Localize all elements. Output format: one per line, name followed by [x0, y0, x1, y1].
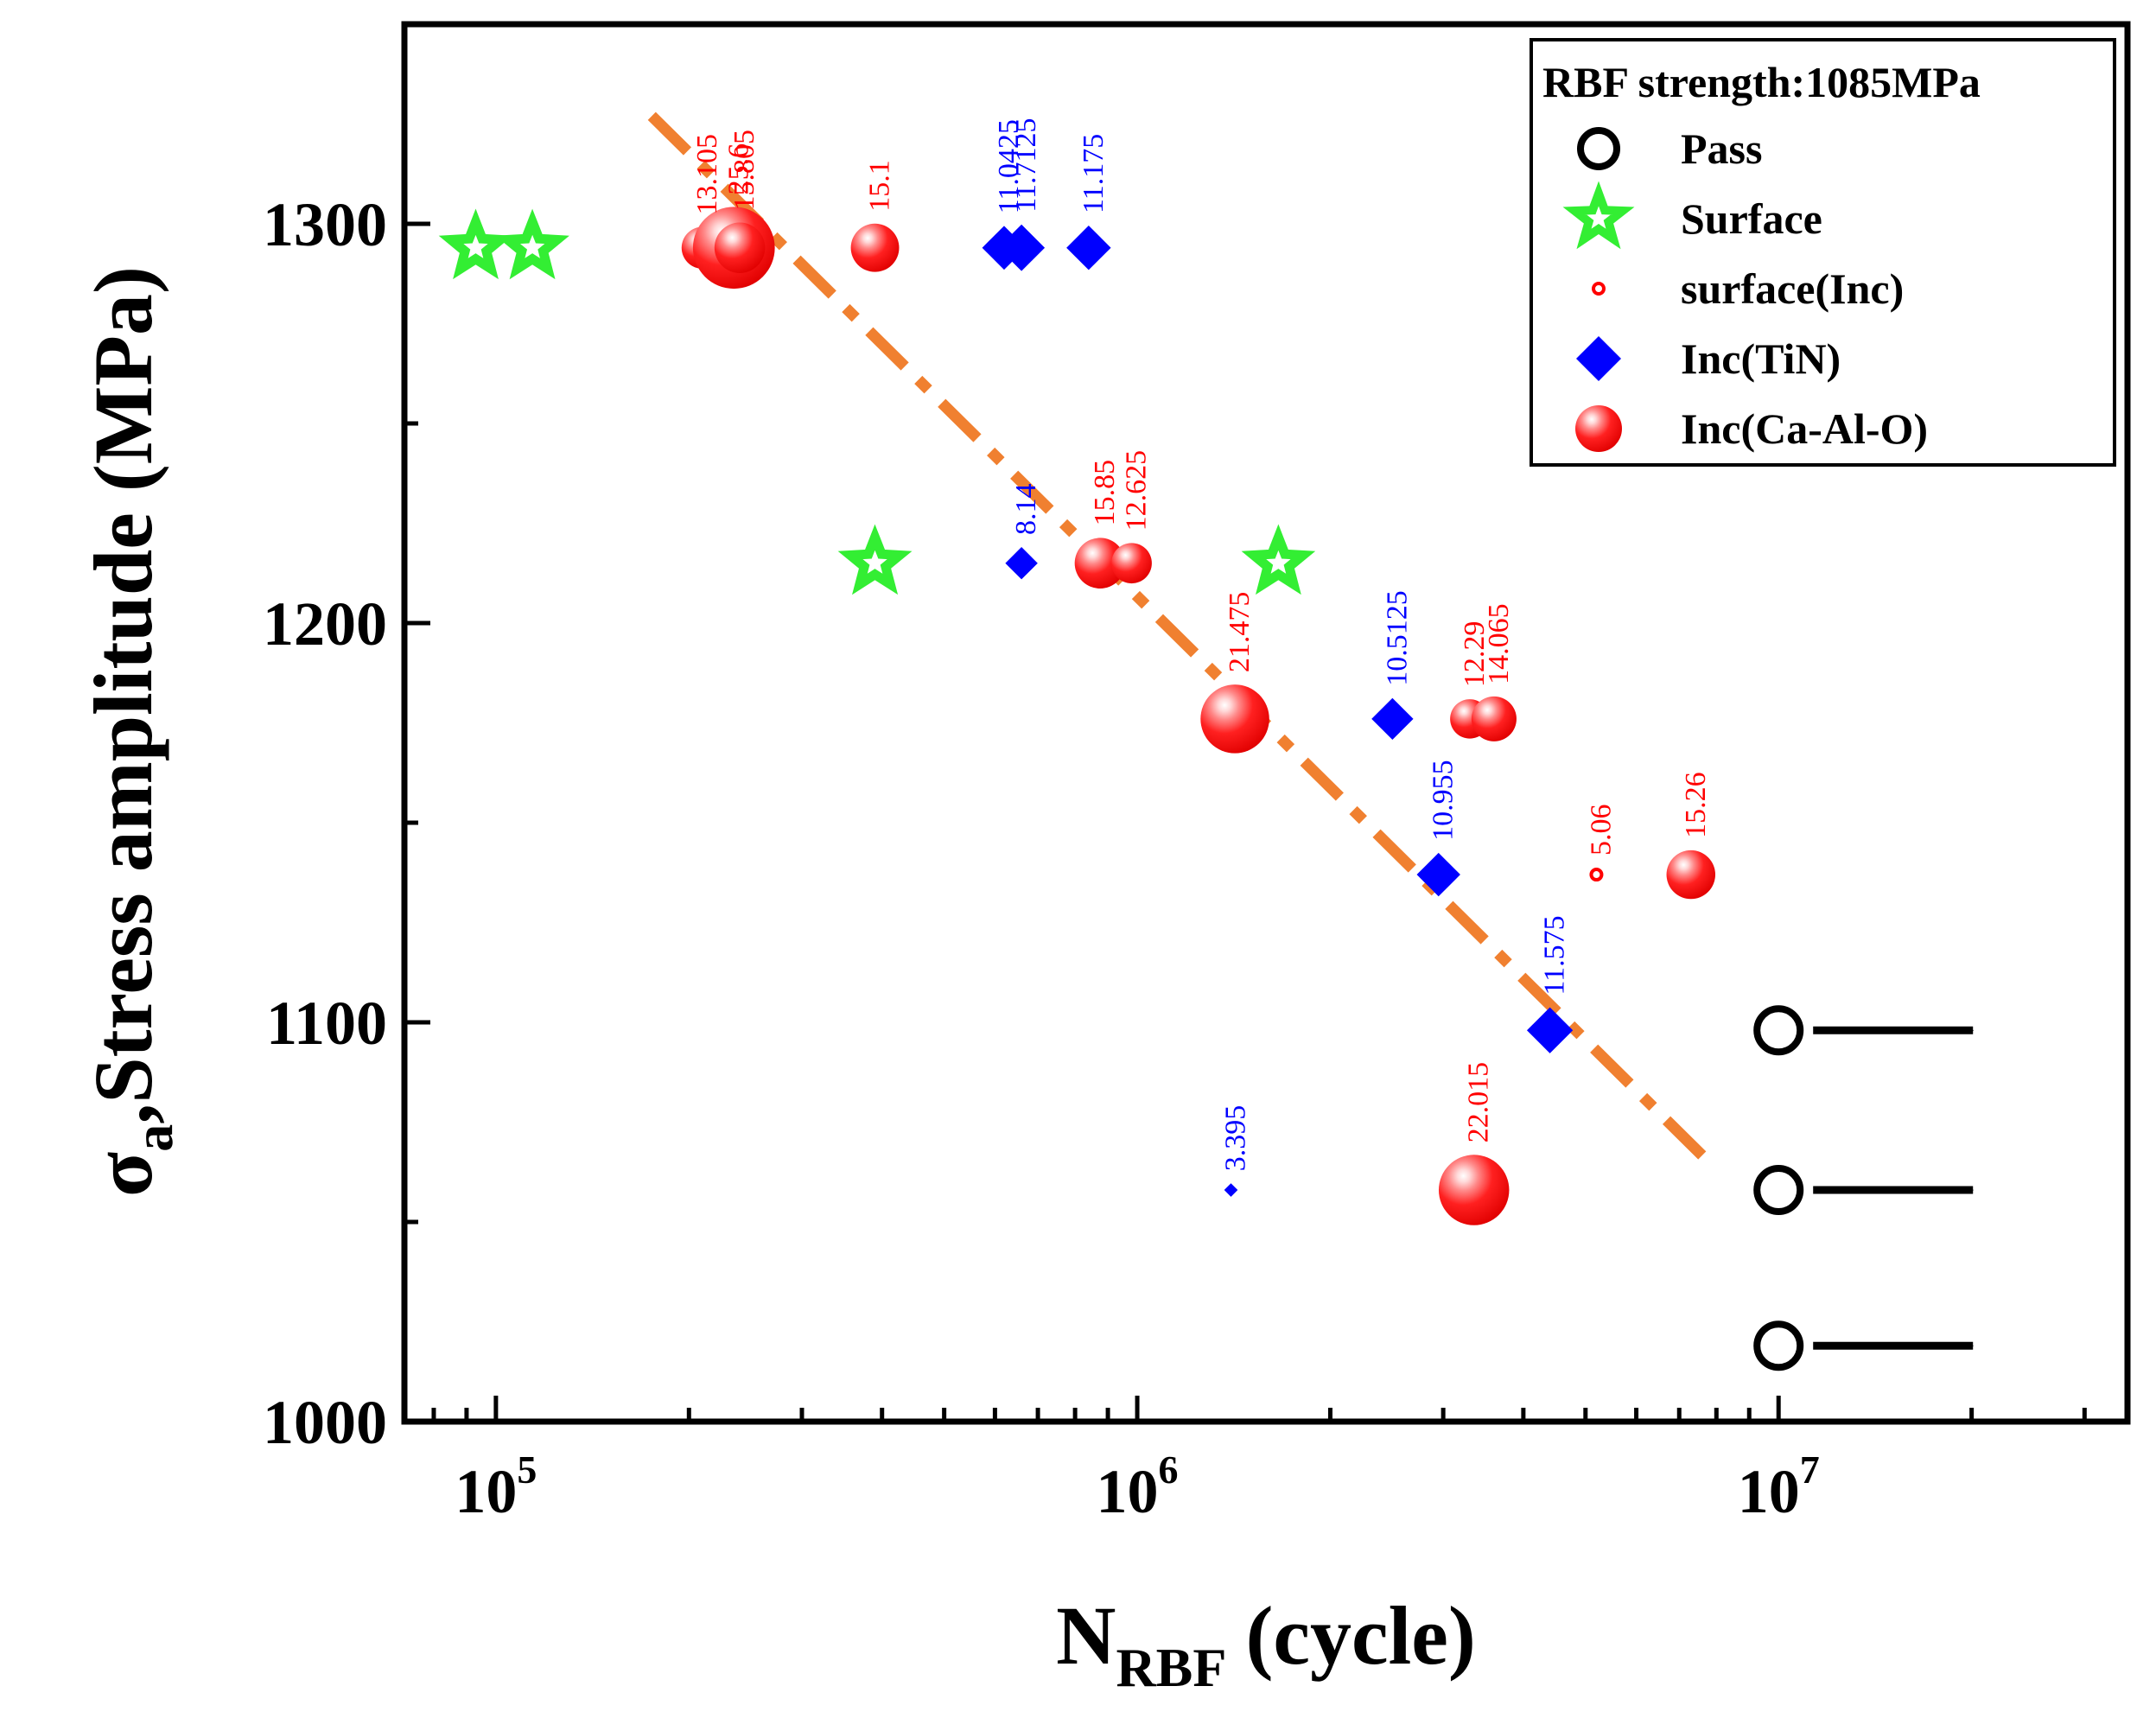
data-label: 14.065: [1483, 603, 1515, 684]
legend-label: Inc(Ca-Al-O): [1681, 404, 1928, 453]
x-axis-title: NRBF (cycle): [1056, 1589, 1476, 1698]
data-label: 3.395: [1219, 1105, 1251, 1172]
tin-marker: [1416, 852, 1460, 897]
legend-caalo-marker: [1575, 405, 1622, 452]
data-label: 15.1: [864, 160, 896, 212]
pass-marker: [1753, 1005, 1804, 1056]
x-axis-title-subscript: RBF: [1116, 1637, 1226, 1698]
caalo-marker: [1471, 696, 1517, 741]
data-label: 11.0425: [993, 119, 1025, 213]
surface-marker: [837, 524, 913, 595]
x-tick-base: 10: [455, 1457, 517, 1526]
data-label: 22.015: [1463, 1062, 1495, 1143]
legend-box: [1530, 38, 2116, 467]
caalo-marker: [1666, 849, 1716, 900]
tin-markers: [982, 224, 1574, 1197]
x-tick-label: 105: [455, 1448, 537, 1526]
caalo-marker: [1111, 543, 1152, 584]
surface-inc-marker: [1589, 868, 1604, 882]
y-axis-title-text: ,Stress amplitude (MPa): [77, 266, 169, 1124]
tin-marker: [1005, 546, 1038, 580]
data-label: 11.175: [1078, 134, 1110, 213]
data-label: 11.575: [1539, 915, 1571, 995]
x-tick-label: 106: [1097, 1448, 1179, 1526]
x-tick-exponent: 6: [1159, 1448, 1179, 1492]
tin-marker: [998, 224, 1046, 271]
y-axis-title: σa,Stress amplitude (MPa): [77, 266, 184, 1197]
legend-entry-inc-ca-al-o: Inc(Ca-Al-O): [1575, 404, 1928, 453]
legend-surface-marker: [1562, 181, 1635, 250]
y-axis-title-subscript: a: [123, 1124, 184, 1152]
x-tick-exponent: 5: [517, 1448, 537, 1492]
tin-marker: [1066, 226, 1111, 270]
data-label: 25.6: [722, 143, 754, 195]
surface-markers: [438, 208, 1316, 595]
legend-label: Inc(TiN): [1681, 334, 1841, 383]
data-label: 15.26: [1680, 772, 1712, 837]
fit-line: [647, 111, 1717, 1170]
legend-entries: Pass Surface surface(Inc) Inc(TiN) Inc(Ca-Al…: [1562, 124, 1928, 453]
data-label: 8.14: [1010, 483, 1042, 535]
legend-surface-inc-marker: [1592, 282, 1606, 296]
data-label: 15.85: [1089, 460, 1121, 526]
legend-label: Pass: [1681, 124, 1762, 173]
legend-entry-pass: Pass: [1577, 124, 1762, 173]
legend-entry-inc-tin: Inc(TiN): [1576, 334, 1841, 383]
legend-label: surface(Inc): [1681, 264, 1904, 313]
y-axis: 1000 1100 1200 1300: [263, 190, 430, 1457]
data-label: 15.805: [728, 130, 760, 211]
tin-marker: [1526, 1007, 1574, 1053]
y-tick-label: 1300: [263, 190, 387, 259]
fit-line-layer: [647, 111, 1717, 1170]
surface-inc-markers: [1589, 868, 1604, 882]
data-label: 5.06: [1585, 805, 1617, 856]
tin-marker: [1371, 697, 1414, 741]
y-tick-label: 1200: [263, 589, 387, 659]
data-label: 21.475: [1224, 592, 1256, 673]
data-label: 12.29: [1459, 621, 1491, 688]
data-label: 10.5125: [1381, 590, 1413, 686]
pass-marker: [1753, 1165, 1804, 1216]
caalo-marker: [850, 223, 900, 272]
legend-pass-marker: [1577, 127, 1620, 170]
y-tick-label: 1100: [266, 989, 387, 1058]
caalo-marker: [1200, 684, 1269, 754]
data-label: 13.105: [691, 134, 723, 215]
legend: RBF strength:1085MPa Pass Surface surface(…: [1530, 38, 2116, 467]
caalo-marker: [714, 222, 766, 273]
tin-marker: [1224, 1183, 1238, 1197]
legend-tin-marker: [1576, 336, 1621, 381]
data-label: 12.625: [1121, 450, 1153, 531]
pass-marker: [1753, 1320, 1804, 1371]
x-tick-exponent: 7: [1800, 1448, 1820, 1492]
x-axis-title-symbol: N: [1056, 1589, 1116, 1682]
surface-marker: [438, 208, 513, 280]
legend-entry-surface-inc: surface(Inc): [1592, 264, 1904, 313]
legend-entry-surface: Surface: [1562, 181, 1822, 250]
caalo-marker: [1438, 1155, 1510, 1225]
x-axis-title-unit: (cycle): [1245, 1589, 1475, 1682]
x-tick-base: 10: [1097, 1457, 1159, 1526]
x-tick-label: 107: [1738, 1448, 1820, 1526]
x-axis: 105 106 107: [431, 1396, 2087, 1526]
plot-frame: [401, 21, 2131, 1425]
surface-marker: [1241, 524, 1316, 595]
caalo-marker: [1074, 538, 1126, 589]
data-label: 11.7125: [1010, 118, 1042, 213]
pass-markers: [1753, 1005, 1975, 1371]
caalo-markers: [681, 207, 1716, 1225]
legend-label: Surface: [1681, 194, 1822, 243]
surface-marker: [495, 208, 569, 280]
data-label: 10.955: [1428, 760, 1460, 841]
y-tick-label: 1000: [263, 1388, 387, 1457]
y-axis-title-symbol: σ: [77, 1152, 169, 1197]
legend-title: RBF strength:1085MPa: [1542, 58, 1981, 106]
x-tick-base: 10: [1738, 1457, 1800, 1526]
